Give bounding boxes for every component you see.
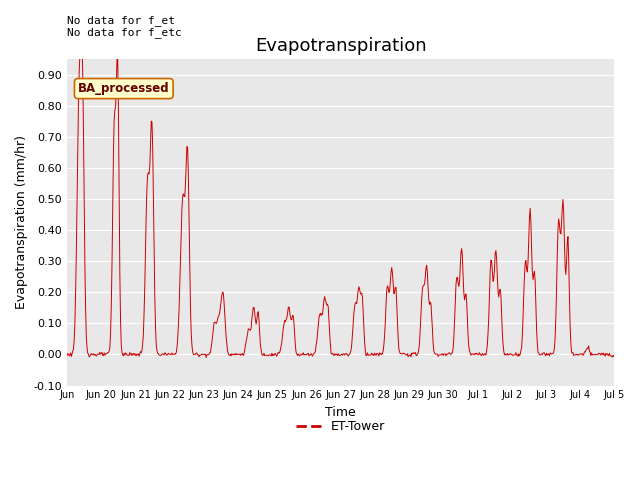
X-axis label: Time: Time bbox=[325, 406, 356, 419]
Legend: ET-Tower: ET-Tower bbox=[291, 415, 390, 438]
Title: Evapotranspiration: Evapotranspiration bbox=[255, 37, 426, 55]
Text: BA_processed: BA_processed bbox=[78, 82, 170, 95]
Text: No data for f_et
No data for f_etc: No data for f_et No data for f_etc bbox=[67, 15, 182, 38]
Y-axis label: Evapotranspiration (mm/hr): Evapotranspiration (mm/hr) bbox=[15, 135, 28, 310]
